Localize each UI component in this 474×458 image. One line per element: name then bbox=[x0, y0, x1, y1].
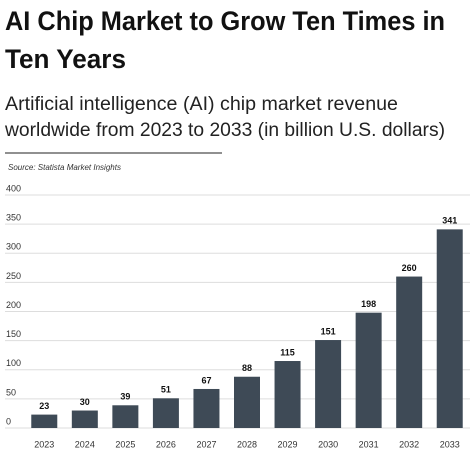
chart-subtitle: Artificial intelligence (AI) chip market… bbox=[5, 94, 398, 115]
x-tick-label: 2031 bbox=[359, 439, 379, 449]
value-label: 67 bbox=[201, 375, 211, 385]
x-tick-label: 2027 bbox=[196, 439, 216, 449]
value-label: 151 bbox=[321, 326, 336, 336]
value-label: 39 bbox=[120, 392, 130, 402]
bar bbox=[315, 340, 342, 428]
y-tick-label: 300 bbox=[6, 242, 21, 252]
value-label: 23 bbox=[39, 401, 49, 411]
x-tick-label: 2032 bbox=[399, 439, 419, 449]
y-tick-label: 50 bbox=[6, 387, 16, 397]
x-tick-label: 2030 bbox=[318, 439, 338, 449]
source: Source: Statista Market Insights bbox=[8, 163, 121, 172]
bar bbox=[274, 361, 301, 428]
chart-subtitle: worldwide from 2023 to 2033 (in billion … bbox=[4, 120, 445, 141]
y-tick-label: 400 bbox=[6, 183, 21, 193]
x-tick-label: 2029 bbox=[278, 439, 298, 449]
bar bbox=[193, 388, 220, 428]
chart-title: AI Chip Market to Grow Ten Times in bbox=[5, 6, 445, 36]
value-label: 30 bbox=[80, 397, 90, 407]
x-tick-label: 2023 bbox=[34, 439, 54, 449]
bar bbox=[436, 229, 463, 428]
y-tick-label: 250 bbox=[6, 271, 21, 281]
y-tick-label: 350 bbox=[6, 213, 21, 223]
x-tick-label: 2026 bbox=[156, 439, 176, 449]
bar bbox=[31, 414, 58, 428]
chart-title: Ten Years bbox=[5, 44, 126, 74]
y-tick-label: 0 bbox=[6, 416, 11, 426]
y-tick-label: 150 bbox=[6, 329, 21, 339]
bar bbox=[112, 405, 139, 428]
bar bbox=[234, 376, 260, 428]
x-tick-label: 2025 bbox=[115, 439, 135, 449]
value-label: 115 bbox=[280, 347, 295, 357]
x-tick-label: 2024 bbox=[75, 439, 95, 449]
bar bbox=[152, 398, 179, 428]
x-tick-label: 2028 bbox=[237, 439, 257, 449]
bar bbox=[355, 312, 382, 428]
value-label: 88 bbox=[242, 363, 252, 373]
bar bbox=[396, 276, 423, 428]
x-tick-label: 2033 bbox=[440, 439, 460, 449]
value-label: 341 bbox=[442, 216, 457, 226]
bar bbox=[71, 410, 98, 428]
value-label: 260 bbox=[402, 263, 417, 273]
y-tick-label: 100 bbox=[6, 358, 21, 368]
y-tick-label: 200 bbox=[6, 300, 21, 310]
value-label: 51 bbox=[161, 385, 171, 395]
value-label: 198 bbox=[361, 299, 376, 309]
